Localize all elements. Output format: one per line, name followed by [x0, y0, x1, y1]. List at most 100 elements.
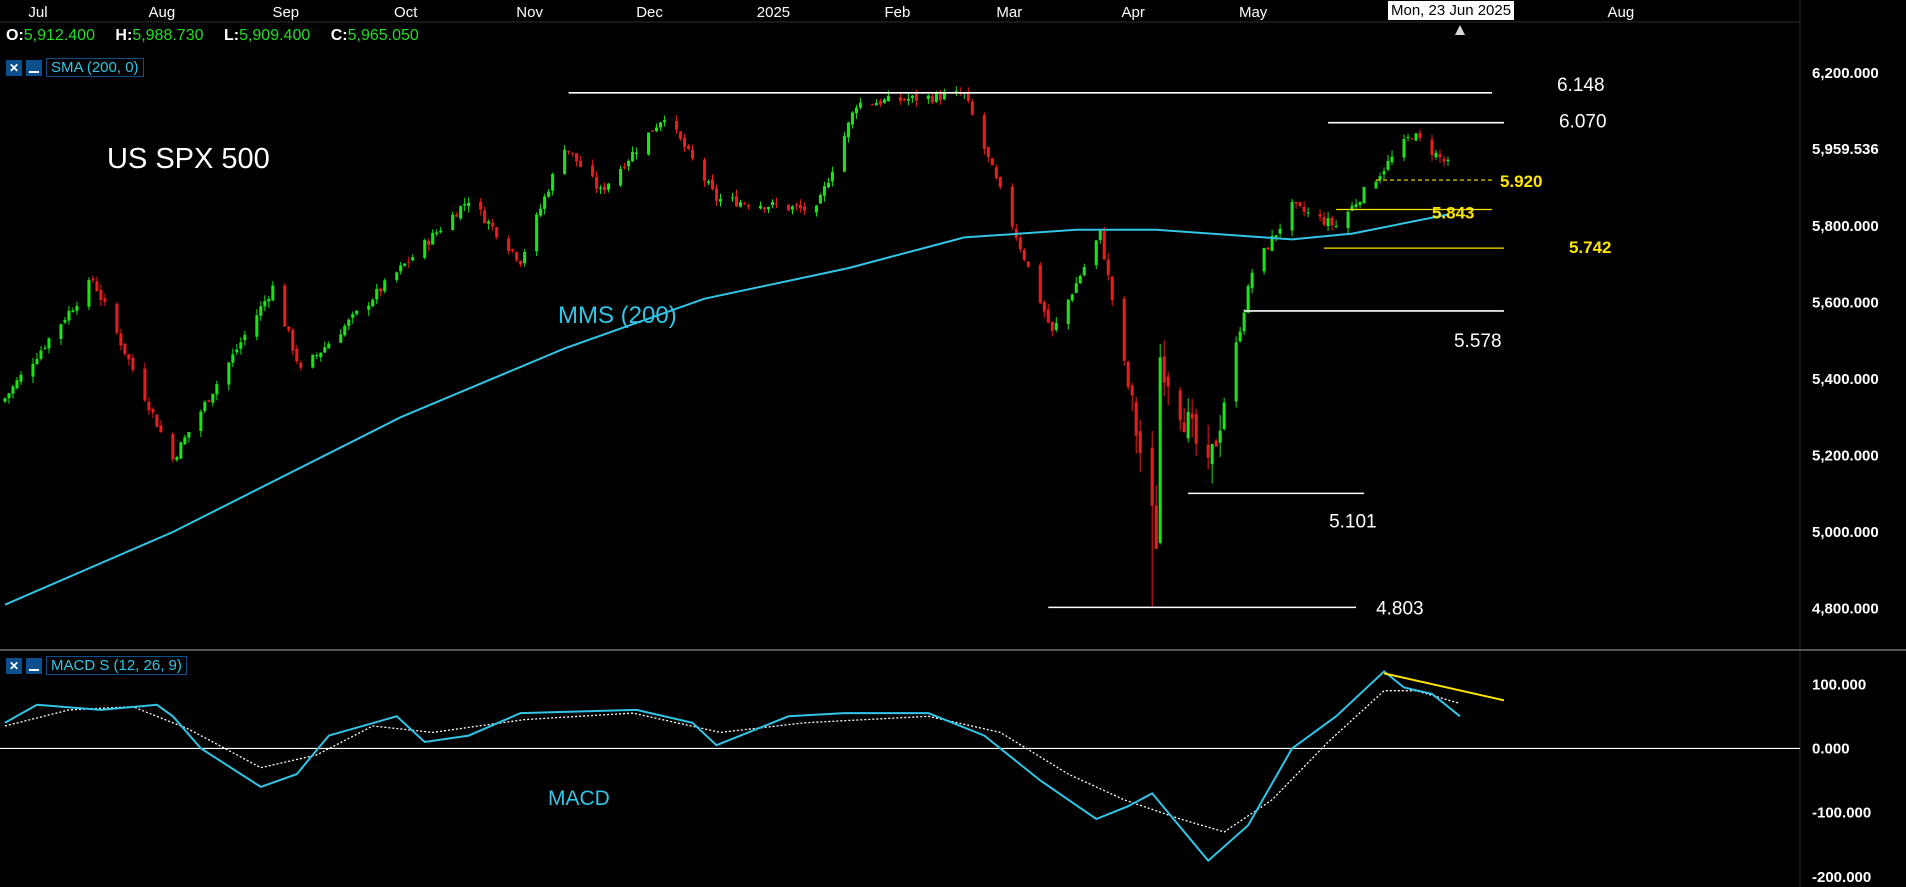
candle-body — [1218, 430, 1222, 443]
candle-body — [1178, 390, 1182, 421]
y-tick-label: 4,800.000 — [1812, 601, 1879, 618]
macd-indicator-legend[interactable]: ✕ MACD S (12, 26, 9) — [6, 656, 187, 675]
candle-body — [67, 310, 71, 321]
candle-body — [1262, 248, 1266, 272]
high-label: H: — [115, 27, 133, 44]
y-tick-label: 5,400.000 — [1812, 371, 1879, 388]
candle-body — [1322, 217, 1326, 225]
remove-indicator-icon[interactable]: ✕ — [6, 657, 22, 674]
candle-body — [930, 96, 934, 103]
candle-body — [1346, 211, 1350, 229]
sma-indicator-legend[interactable]: ✕ SMA (200, 0) — [6, 58, 144, 77]
candle-body — [403, 263, 407, 266]
candle-body — [19, 374, 23, 382]
candle-body — [1378, 176, 1382, 181]
candle-body — [647, 132, 651, 155]
candle-body — [1010, 186, 1014, 227]
candle-body — [1390, 156, 1394, 163]
y-tick-label: 5,200.000 — [1812, 448, 1879, 465]
candle-body — [830, 171, 834, 182]
candle-body — [375, 288, 379, 300]
sma-series-label: MMS (200) — [558, 302, 677, 329]
candle-body — [938, 93, 942, 101]
candle-body — [1234, 342, 1238, 402]
candle-body — [599, 187, 603, 189]
low-label: L: — [223, 27, 240, 44]
candle-body — [1334, 225, 1338, 227]
candle-body — [1158, 357, 1162, 544]
candle-body — [495, 227, 499, 238]
candle-body — [203, 401, 207, 412]
candle-body — [786, 204, 790, 211]
candle-body — [1122, 298, 1126, 361]
sma-indicator-label[interactable]: SMA (200, 0) — [46, 58, 144, 77]
candle-body — [119, 333, 123, 346]
x-tick-label: Apr — [1122, 4, 1145, 21]
level-label: 5.101 — [1329, 511, 1377, 532]
candle-body — [1278, 228, 1282, 234]
candle-body — [1302, 206, 1306, 212]
candle-body — [686, 145, 691, 149]
remove-indicator-icon[interactable]: ✕ — [6, 59, 22, 76]
candle-body — [982, 115, 986, 149]
candle-body — [702, 159, 707, 181]
candle-body — [351, 313, 355, 318]
low-value: 5,909.400 — [239, 27, 311, 44]
candle-body — [103, 298, 107, 302]
candle-body — [734, 196, 739, 207]
candle-body — [966, 92, 970, 101]
last-price-value: 5,959.536 — [1812, 141, 1879, 158]
support-resistance-levels: 6.148 6.070 5.920 5.843 5.742 5.578 5.101 4.803 — [568, 75, 1612, 619]
candle-body — [1194, 413, 1198, 444]
candle-body — [1358, 202, 1362, 205]
candle-body — [511, 249, 515, 251]
candle-body — [379, 288, 383, 292]
candle-body — [1054, 322, 1058, 330]
candle-body — [235, 349, 239, 353]
candle-body — [1162, 356, 1166, 383]
candle-body — [635, 152, 639, 154]
candle-body — [259, 306, 263, 316]
collapse-indicator-icon[interactable] — [26, 657, 42, 674]
candle-body — [567, 150, 571, 152]
candle-body — [143, 368, 147, 401]
candle-body — [1434, 152, 1438, 158]
candle-body — [399, 265, 403, 272]
candle-body — [319, 352, 323, 358]
candle-body — [766, 207, 771, 210]
candle-body — [315, 355, 319, 357]
candle-body — [463, 204, 467, 206]
candle-body — [227, 362, 231, 385]
candle-body — [131, 357, 135, 370]
macd-indicator-label[interactable]: MACD S (12, 26, 9) — [46, 656, 187, 675]
candle-body — [659, 122, 663, 128]
candle-body — [123, 343, 127, 354]
candle-body — [283, 285, 287, 327]
candle-body — [43, 347, 47, 349]
candle-body — [59, 324, 63, 339]
candle-body — [1238, 331, 1242, 342]
candle-body — [491, 222, 495, 227]
candle-body — [990, 158, 994, 166]
candle-body — [455, 214, 459, 217]
candle-body — [1042, 302, 1046, 312]
collapse-indicator-icon[interactable] — [26, 59, 42, 76]
level-label: 5.920 — [1500, 172, 1543, 191]
candle-body — [271, 285, 275, 301]
ohlc-readout: O:5,912.400 H:5,988.730 L:5,909.400 C:5,… — [6, 27, 435, 45]
candle-body — [1326, 218, 1330, 226]
candle-body — [71, 310, 75, 312]
candle-body — [207, 400, 211, 402]
candlestick-series — [3, 86, 1450, 608]
candle-body — [91, 278, 95, 281]
candle-body — [595, 176, 599, 189]
candle-body — [1078, 275, 1082, 284]
candle-body — [99, 289, 103, 300]
candle-body — [842, 135, 846, 172]
candle-body — [826, 182, 830, 188]
candle-body — [623, 166, 627, 169]
candle-body — [1082, 267, 1086, 276]
candle-body — [367, 305, 371, 310]
